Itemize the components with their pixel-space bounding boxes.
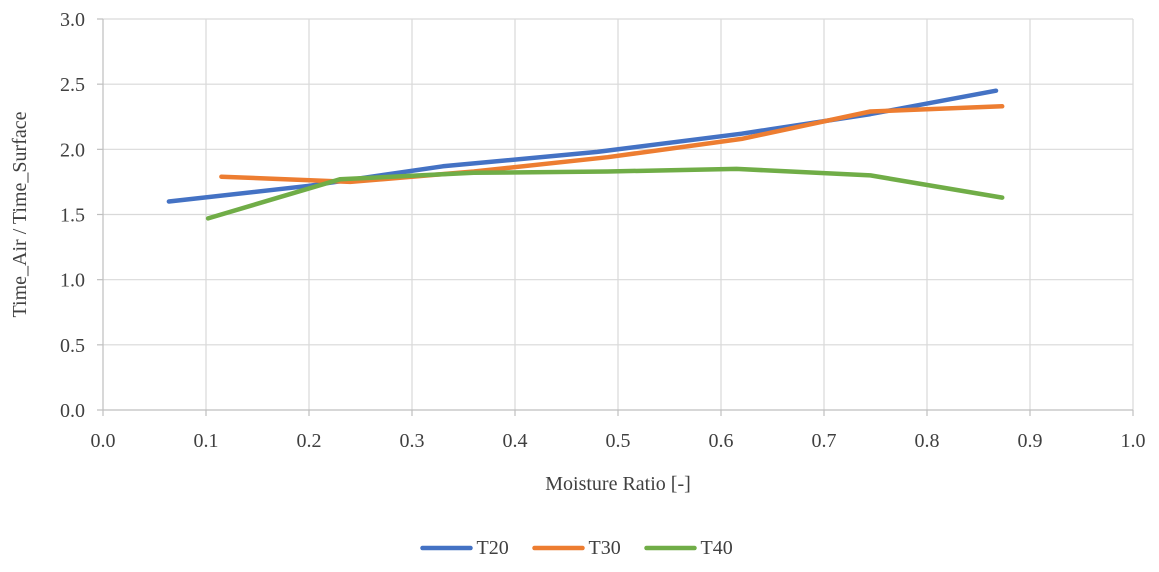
series-lines [166, 88, 1005, 221]
y-tick-label: 2.0 [60, 139, 85, 161]
x-tick-label: 0.5 [606, 430, 631, 452]
y-tick-label: 1.5 [60, 205, 85, 227]
y-tick-label: 3.0 [60, 9, 85, 31]
x-tick-label: 0.1 [194, 430, 219, 452]
legend-label-t20: T20 [477, 537, 509, 559]
y-axis-title: Time_Air / Time_Surface [9, 111, 31, 317]
gridlines [103, 18, 1134, 410]
x-tick-label: 0.9 [1018, 430, 1043, 452]
tick-labels: 0.0 0.1 0.2 0.3 0.4 0.5 0.6 0.7 0.8 0.9 1.0 0.0 0.5 1… [60, 9, 1146, 452]
x-tick-label: 0.7 [812, 430, 837, 452]
axes [97, 18, 1134, 416]
series-line-t20 [166, 88, 999, 204]
x-tick-label: 0.0 [91, 430, 116, 452]
series-line-t40 [205, 166, 1005, 221]
series-line-t30 [219, 104, 1005, 185]
x-tick-label: 0.6 [709, 430, 734, 452]
x-tick-label: 1.0 [1121, 430, 1146, 452]
y-tick-label: 2.5 [60, 74, 85, 96]
y-tick-label: 1.0 [60, 270, 85, 292]
y-tick-label: 0.5 [60, 335, 85, 357]
x-axis-title: Moisture Ratio [-] [545, 473, 691, 495]
legend: T20 T30 T40 [420, 537, 733, 559]
legend-item-t30: T30 [532, 537, 621, 559]
x-tick-label: 0.8 [915, 430, 940, 452]
legend-label-t30: T30 [589, 537, 621, 559]
legend-item-t40: T40 [644, 537, 733, 559]
legend-label-t40: T40 [701, 537, 733, 559]
x-tick-label: 0.4 [503, 430, 528, 452]
x-tick-label: 0.2 [297, 430, 322, 452]
y-tick-label: 0.0 [60, 400, 85, 422]
legend-item-t20: T20 [420, 537, 509, 559]
x-tick-label: 0.3 [400, 430, 425, 452]
